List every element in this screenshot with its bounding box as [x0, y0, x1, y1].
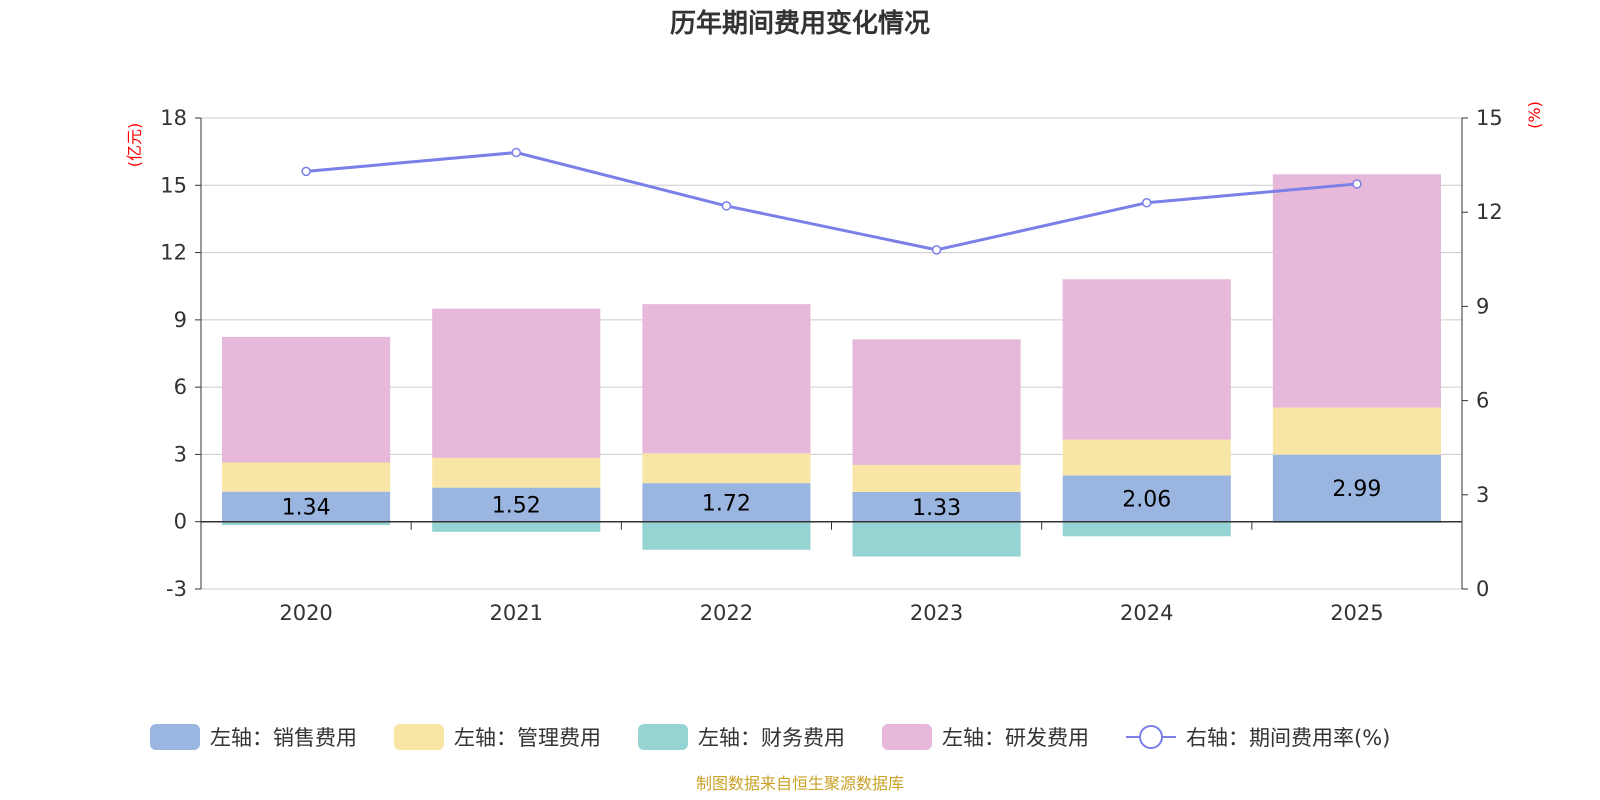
legend-marker-icon — [1139, 725, 1163, 749]
legend-swatch — [882, 724, 932, 750]
source-note: 制图数据来自恒生聚源数据库 — [696, 774, 904, 793]
data-labels: 1.34 1.52 1.72 1.33 2.06 2.99 — [282, 477, 1382, 521]
data-label: 1.72 — [702, 491, 751, 516]
left-axis-tick-label: -3 — [166, 577, 187, 601]
legend: 左轴：销售费用 左轴：管理费用 左轴：财务费用 左轴：研发费用 右轴：期间费用率(%) — [150, 724, 1390, 750]
bars — [222, 174, 1441, 557]
legend-label: 左轴：研发费用 — [942, 726, 1089, 750]
x-axis-tick-label: 2023 — [910, 601, 963, 625]
bar-2025 — [1272, 174, 1441, 408]
bar-2021 — [432, 487, 601, 522]
bar-2022 — [642, 304, 811, 454]
bar-2021 — [432, 457, 601, 488]
left-axis-tick-label: 3 — [174, 442, 187, 466]
left-axis-tick-label: 0 — [174, 510, 187, 534]
legend-label: 左轴：销售费用 — [210, 726, 357, 750]
data-label: 1.52 — [492, 494, 541, 519]
legend-label: 左轴：管理费用 — [454, 726, 601, 750]
legend-label: 右轴：期间费用率(%) — [1186, 726, 1390, 750]
bar-2021 — [432, 521, 601, 532]
rate-point — [1352, 179, 1362, 189]
right-axis-tick-label: 0 — [1476, 577, 1489, 601]
chart-title: 历年期间费用变化情况 — [670, 8, 930, 39]
x-axis-tick-label: 2021 — [490, 601, 543, 625]
right-axis-tick-label: 9 — [1476, 294, 1489, 318]
bar-2024 — [1062, 475, 1231, 522]
bar-2020 — [222, 521, 391, 526]
legend-label: 左轴：财务费用 — [698, 726, 845, 750]
bar-2023 — [852, 521, 1021, 557]
bar-2025 — [1272, 407, 1441, 455]
bar-2022 — [642, 521, 811, 550]
left-axis-tick-label: 18 — [160, 106, 187, 130]
right-axis-tick-label: 6 — [1476, 389, 1489, 413]
axes: -3 0 3 6 9 12 15 18 0 3 6 9 12 15 2020 2021 2022 2023 2024… — [160, 106, 1502, 625]
legend-swatch — [150, 724, 200, 750]
right-axis-tick-label: 15 — [1476, 106, 1503, 130]
x-axis-tick-label: 2022 — [700, 601, 753, 625]
bar-2022 — [642, 483, 811, 522]
bar-2020 — [222, 336, 391, 463]
data-label: 1.34 — [282, 496, 331, 521]
x-axis-tick-label: 2025 — [1330, 601, 1383, 625]
bar-2020 — [222, 462, 391, 492]
data-label: 1.33 — [912, 496, 961, 521]
x-axis-tick-label: 2020 — [279, 601, 332, 625]
bar-2024 — [1062, 279, 1231, 440]
bar-2024 — [1062, 439, 1231, 476]
bar-2023 — [852, 339, 1021, 465]
left-axis-tick-label: 15 — [160, 173, 187, 197]
bar-2025 — [1272, 454, 1441, 522]
rate-point — [931, 245, 942, 255]
bar-2022 — [642, 453, 811, 484]
bar-2023 — [852, 464, 1021, 492]
rate-point — [301, 166, 311, 177]
bar-2023 — [852, 491, 1021, 522]
data-label: 2.06 — [1122, 488, 1171, 513]
legend-swatch — [394, 724, 444, 750]
left-axis-tick-label: 6 — [174, 375, 187, 399]
bar-2021 — [432, 308, 601, 458]
legend-swatch — [638, 724, 688, 750]
left-axis-tick-label: 9 — [174, 308, 187, 332]
right-axis-tick-label: 3 — [1476, 483, 1489, 507]
right-axis-unit: (%) — [1525, 101, 1544, 129]
left-axis-tick-label: 12 — [160, 241, 187, 265]
right-axis-tick-label: 12 — [1476, 200, 1503, 224]
rate-point — [721, 201, 732, 211]
expense-rate-line — [301, 147, 1362, 255]
left-axis-unit: (亿元) — [125, 123, 144, 168]
rate-point — [511, 147, 521, 158]
rate-line — [305, 151, 1358, 252]
bar-2024 — [1062, 521, 1231, 537]
bar-2020 — [222, 491, 391, 522]
data-label: 2.99 — [1332, 477, 1381, 502]
x-axis-tick-label: 2024 — [1120, 601, 1173, 625]
rate-point — [1142, 198, 1152, 208]
